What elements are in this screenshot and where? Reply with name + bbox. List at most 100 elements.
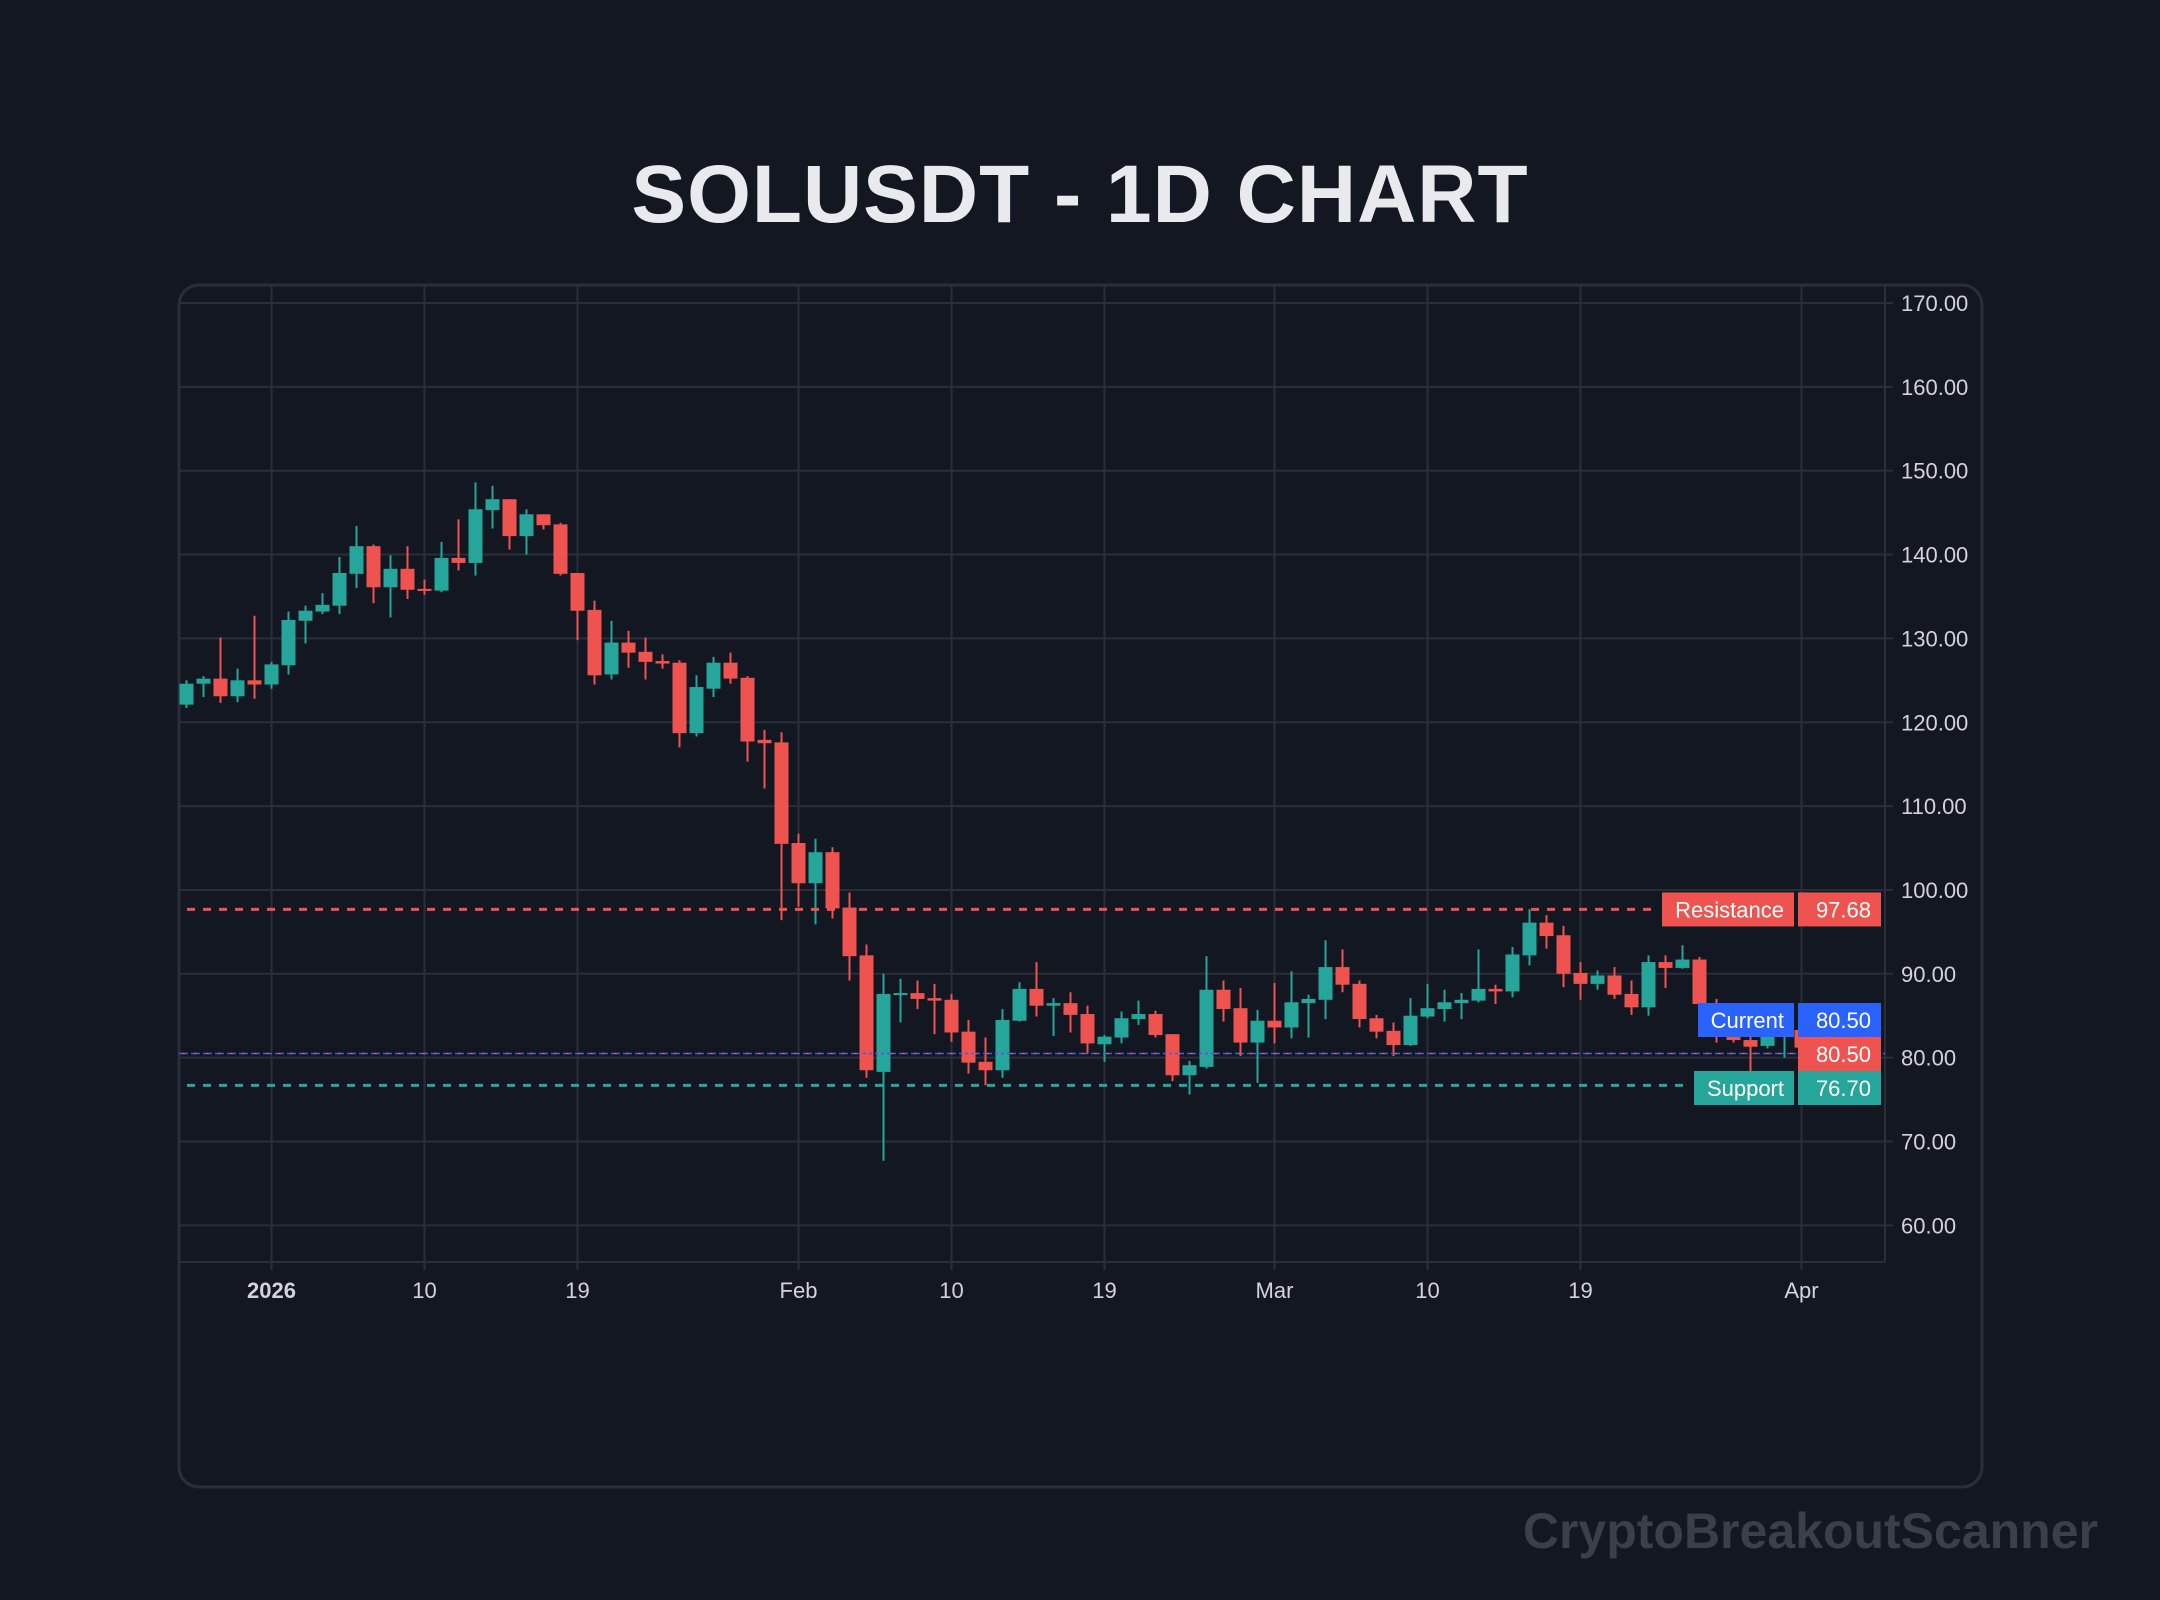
candle-body [1420,1008,1435,1017]
candle-body [927,998,942,1001]
candle [1148,1010,1163,1038]
candle-body [298,610,313,621]
candle [1233,988,1248,1056]
candle-body [468,509,483,563]
candle [842,892,857,981]
candle-body [757,739,772,744]
candle-body [1148,1014,1163,1036]
candles-group [179,482,1877,1161]
candle [298,605,313,644]
candle-body [1556,935,1571,974]
candle [774,732,789,921]
y-tick-label: 140.00 [1901,543,1968,568]
candle [859,944,874,1078]
candle [315,593,330,615]
current-value: 80.50 [1816,1008,1871,1033]
candle [332,557,347,615]
candle-body [1080,1014,1095,1044]
candle [1386,1022,1401,1056]
y-tick-label: 80.00 [1901,1046,1956,1071]
chart-frame [177,283,1984,1489]
candle-body [1522,922,1537,956]
candle [366,544,381,604]
candle-body [961,1031,976,1063]
candle [961,1019,976,1074]
candle-body [1097,1036,1112,1045]
candle-body [383,568,398,588]
x-tick-label: Mar [1256,1278,1294,1303]
candle [1675,945,1690,969]
candle [1029,962,1044,1017]
y-tick-label: 110.00 [1901,794,1967,819]
candle-body [1046,1003,1061,1006]
candle [1743,1029,1758,1076]
candle [1590,970,1605,990]
candle-body [519,514,534,537]
current-label-bg [1698,1003,1794,1037]
candle [1522,909,1537,966]
candle-body [995,1019,1010,1071]
candle-body [978,1061,993,1071]
candle [213,637,228,703]
candle-body [706,662,721,689]
candle-body [570,572,585,611]
candle [485,485,500,529]
candle-body [621,642,636,653]
candle-body [604,642,619,675]
candle-body [723,662,738,679]
candle [1488,984,1503,1004]
candle-body [1012,988,1027,1021]
x-tick-label: 19 [565,1278,589,1303]
candle-body [349,546,364,574]
y-tick-label: 90.00 [1901,962,1956,987]
candle [927,983,942,1035]
candle-body [230,680,245,697]
candle-body [1454,999,1469,1004]
candle-body [1114,1018,1129,1038]
candle [1573,962,1588,1000]
candle-body [689,687,704,734]
candle-body [1590,975,1605,984]
x-tick-label: 10 [412,1278,436,1303]
candle [451,519,466,571]
candle [434,541,449,593]
candle-body [553,524,568,574]
candle-body [247,680,262,685]
candle [400,546,415,599]
candle [179,680,194,708]
candle [621,630,636,668]
y-tick-label: 120.00 [1901,710,1968,735]
candle-body [485,499,500,511]
candle-body [842,907,857,957]
y-tick-label: 130.00 [1901,626,1968,651]
candle [1658,955,1673,989]
candle [1301,994,1316,1038]
candle-body [1505,954,1520,992]
candle [553,522,568,576]
candle-body [264,664,279,685]
candle [689,675,704,737]
candle [808,838,823,925]
candle-body [1199,989,1214,1067]
candle [1369,1014,1384,1039]
candle-body [281,619,296,666]
candle [1131,1000,1146,1025]
candle-body [825,852,840,909]
support-value: 76.70 [1816,1076,1871,1101]
candle-body [451,557,466,563]
candle [1114,1011,1129,1044]
candle-body [1267,1020,1282,1028]
candle [1063,992,1078,1033]
candle-body [434,557,449,591]
candle-body [196,678,211,684]
candle [995,1009,1010,1078]
x-tick-label: 10 [939,1278,963,1303]
candle-body [587,609,602,676]
candle-body [876,993,891,1072]
candle-body [1607,975,1622,995]
candle-body [1182,1065,1197,1076]
candle [876,973,891,1161]
candle-body [502,499,517,537]
candle [1641,955,1656,1016]
